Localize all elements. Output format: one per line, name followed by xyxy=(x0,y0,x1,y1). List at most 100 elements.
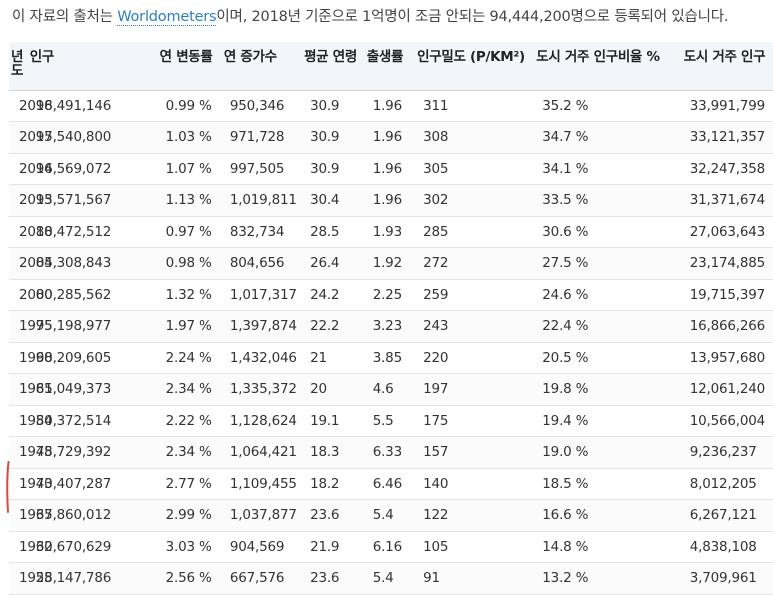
col-annual-increase-cell: 832,734 xyxy=(219,216,301,248)
table-row: 2010 88,472,512 0.97 % 832,734 28.5 1.93 285 30… xyxy=(9,216,773,248)
col-annual-change-cell: 0.98 % xyxy=(155,247,220,280)
col-urban-population-cell: 3,709,961 xyxy=(679,562,773,595)
col-median-age-cell: 24.2 xyxy=(300,279,363,311)
table-header-row: 년도 인구 연 변동률 연 증가수 평균 연령 출생률 인구밀도 (P/KM²) 도시 거주 … xyxy=(9,42,773,91)
col-urban-population-cell: 4,838,108 xyxy=(679,531,773,563)
col-fertility-rate-cell: 1.96 xyxy=(362,121,414,154)
col-year-cell: 1960 xyxy=(9,531,53,563)
col-annual-change-header: 연 변동률 xyxy=(155,42,220,91)
col-median-age-header: 평균 연령 xyxy=(300,42,363,91)
col-density-cell: 272 xyxy=(413,247,533,280)
intro-sentence: 이 자료의 출처는 Worldometers이며, 2018년 기준으로 1억명… xyxy=(12,5,729,26)
col-density-cell: 140 xyxy=(413,468,533,500)
col-urban-pct-cell: 34.7 % xyxy=(532,121,680,154)
col-annual-change-cell: 1.03 % xyxy=(155,121,220,154)
table-row: 1990 68,209,605 2.24 % 1,432,046 21 3.85 220 20… xyxy=(9,342,773,374)
col-annual-increase-cell: 971,728 xyxy=(219,121,301,154)
col-urban-pct-cell: 18.5 % xyxy=(532,468,680,500)
col-year-cell: 1955 xyxy=(9,562,53,595)
col-fertility-rate-cell: 6.33 xyxy=(362,436,414,469)
col-annual-increase-cell: 997,505 xyxy=(219,153,301,185)
col-urban-pct-cell: 14.8 % xyxy=(532,531,680,563)
col-urban-pct-cell: 33.5 % xyxy=(532,184,680,217)
col-annual-change-cell: 0.99 % xyxy=(155,90,220,122)
col-population-cell: 68,209,605 xyxy=(25,342,156,374)
col-population-cell: 61,049,373 xyxy=(25,373,156,406)
col-urban-pct-cell: 35.2 % xyxy=(532,90,680,122)
col-fertility-rate-cell: 5.4 xyxy=(362,562,414,595)
col-density-cell: 91 xyxy=(413,562,533,595)
col-density-cell: 157 xyxy=(413,436,533,469)
col-urban-population-cell: 23,174,885 xyxy=(679,247,773,280)
col-median-age-cell: 30.9 xyxy=(300,153,363,185)
col-annual-increase-cell: 1,064,421 xyxy=(219,436,301,469)
col-year-cell: 2005 xyxy=(9,247,53,280)
col-fertility-rate-cell: 4.6 xyxy=(362,373,414,406)
col-annual-change-cell: 2.34 % xyxy=(155,436,220,469)
col-urban-population-cell: 10,566,004 xyxy=(679,405,773,437)
intro-text-before: 이 자료의 출처는 xyxy=(12,9,118,25)
col-fertility-rate-cell: 1.92 xyxy=(362,247,414,280)
col-median-age-cell: 19.1 xyxy=(300,405,363,437)
col-urban-population-cell: 32,247,358 xyxy=(679,153,773,185)
red-highlight-mark xyxy=(6,461,10,513)
col-median-age-cell: 22.2 xyxy=(300,310,363,343)
col-fertility-rate-cell: 2.25 xyxy=(362,279,414,311)
col-population-cell: 28,147,786 xyxy=(25,562,156,595)
col-urban-pct-cell: 19.4 % xyxy=(532,405,680,437)
col-annual-increase-cell: 1,432,046 xyxy=(219,342,301,374)
col-urban-pct-cell: 19.8 % xyxy=(532,373,680,406)
col-annual-change-cell: 2.24 % xyxy=(155,342,220,374)
col-annual-increase-cell: 667,576 xyxy=(219,562,301,595)
col-population-cell: 43,407,287 xyxy=(25,468,156,500)
col-annual-increase-cell: 1,017,317 xyxy=(219,279,301,311)
col-population-cell: 88,472,512 xyxy=(25,216,156,248)
col-population-cell: 80,285,562 xyxy=(25,279,156,311)
col-urban-pct-cell: 16.6 % xyxy=(532,499,680,532)
col-density-cell: 122 xyxy=(413,499,533,532)
col-fertility-rate-header: 출생률 xyxy=(362,42,414,91)
col-annual-change-cell: 1.97 % xyxy=(155,310,220,343)
col-median-age-cell: 26.4 xyxy=(300,247,363,280)
col-population-cell: 84,308,843 xyxy=(25,247,156,280)
col-median-age-cell: 20 xyxy=(300,373,363,406)
col-population-cell: 93,571,567 xyxy=(25,184,156,217)
col-fertility-rate-cell: 5.5 xyxy=(362,405,414,437)
col-median-age-cell: 18.3 xyxy=(300,436,363,469)
col-urban-pct-cell: 22.4 % xyxy=(532,310,680,343)
col-annual-change-cell: 2.22 % xyxy=(155,405,220,437)
table-row: 2016 94,569,072 1.07 % 997,505 30.9 1.96 305 34… xyxy=(9,153,773,185)
col-year-cell: 1965 xyxy=(9,499,53,532)
col-fertility-rate-cell: 1.96 xyxy=(362,153,414,185)
col-population-header: 인구 xyxy=(25,42,156,91)
col-urban-population-header: 도시 거주 인구 xyxy=(679,42,773,91)
col-population-cell: 94,569,072 xyxy=(25,153,156,185)
col-urban-population-cell: 13,957,680 xyxy=(679,342,773,374)
col-population-cell: 48,729,392 xyxy=(25,436,156,469)
table-row: 1960 32,670,629 3.03 % 904,569 21.9 6.16 105 14… xyxy=(9,531,773,563)
col-urban-population-cell: 31,371,674 xyxy=(679,184,773,217)
col-urban-population-cell: 16,866,266 xyxy=(679,310,773,343)
col-population-cell: 32,670,629 xyxy=(25,531,156,563)
col-year-cell: 1975 xyxy=(9,436,53,469)
col-population-cell: 96,491,146 xyxy=(25,90,156,122)
col-urban-pct-cell: 30.6 % xyxy=(532,216,680,248)
col-urban-pct-header: 도시 거주 인구비율 % xyxy=(532,42,680,91)
col-density-cell: 305 xyxy=(413,153,533,185)
col-annual-change-cell: 2.56 % xyxy=(155,562,220,595)
col-median-age-cell: 21 xyxy=(300,342,363,374)
col-fertility-rate-cell: 6.16 xyxy=(362,531,414,563)
table-body: 2018 96,491,146 0.99 % 950,346 30.9 1.96 311 35… xyxy=(9,90,773,595)
col-annual-increase-cell: 1,037,877 xyxy=(219,499,301,532)
col-density-cell: 175 xyxy=(413,405,533,437)
col-median-age-cell: 30.4 xyxy=(300,184,363,217)
col-annual-increase-cell: 1,335,372 xyxy=(219,373,301,406)
worldometers-link[interactable]: Worldometers xyxy=(117,9,217,26)
col-fertility-rate-cell: 6.46 xyxy=(362,468,414,500)
